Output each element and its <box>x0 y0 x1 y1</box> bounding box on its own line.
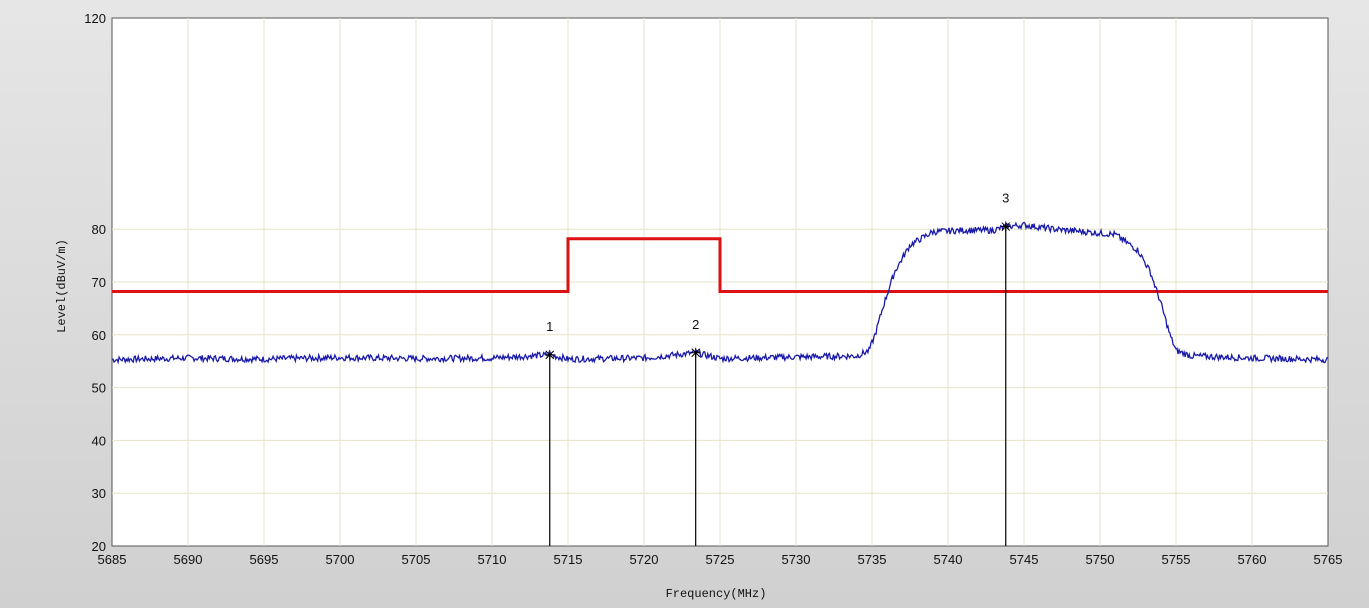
y-tick-label: 20 <box>92 539 106 554</box>
marker-star <box>1000 221 1011 232</box>
y-tick-label: 30 <box>92 486 106 501</box>
x-tick-label: 5695 <box>250 552 279 567</box>
marker-label: 1 <box>546 319 553 334</box>
tick-labels: 5685 5690 5695 5700 5705 5710 5715 5720 5725 5730… <box>84 11 1342 567</box>
x-tick-label: 5715 <box>554 552 583 567</box>
y-tick-label: 120 <box>84 11 106 26</box>
series-lines <box>111 221 1329 365</box>
y-tick-label: 40 <box>92 433 106 448</box>
y-axis-title: Level(dBuV/m) <box>55 239 69 333</box>
x-tick-label: 5735 <box>858 552 887 567</box>
x-tick-label: 5765 <box>1314 552 1343 567</box>
x-tick-label: 5745 <box>1010 552 1039 567</box>
x-tick-label: 5710 <box>478 552 507 567</box>
x-axis-title: Frequency(MHz) <box>666 587 767 601</box>
limit-line <box>112 237 1328 293</box>
marker-label: 2 <box>692 317 699 332</box>
y-tick-label: 50 <box>92 381 106 396</box>
markers: 1 2 3 <box>544 191 1011 546</box>
marker-star <box>690 347 701 358</box>
measurement-trace <box>111 221 1329 365</box>
y-tick-label: 80 <box>92 222 106 237</box>
x-tick-label: 5685 <box>98 552 127 567</box>
marker-star <box>544 349 555 360</box>
grid-lines <box>112 18 1328 546</box>
y-tick-label: 60 <box>92 328 106 343</box>
x-tick-label: 5730 <box>782 552 811 567</box>
x-tick-label: 5705 <box>402 552 431 567</box>
x-tick-label: 5760 <box>1238 552 1267 567</box>
x-tick-label: 5720 <box>630 552 659 567</box>
x-tick-label: 5750 <box>1086 552 1115 567</box>
x-tick-label: 5690 <box>174 552 203 567</box>
x-tick-label: 5725 <box>706 552 735 567</box>
y-tick-label: 70 <box>92 275 106 290</box>
x-tick-label: 5755 <box>1162 552 1191 567</box>
x-tick-label: 5700 <box>326 552 355 567</box>
marker-label: 3 <box>1002 191 1009 206</box>
x-tick-label: 5740 <box>934 552 963 567</box>
